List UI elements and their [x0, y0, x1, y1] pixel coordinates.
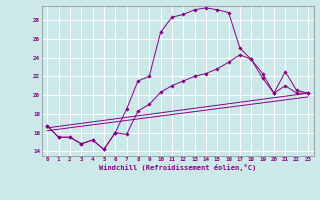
- X-axis label: Windchill (Refroidissement éolien,°C): Windchill (Refroidissement éolien,°C): [99, 164, 256, 171]
